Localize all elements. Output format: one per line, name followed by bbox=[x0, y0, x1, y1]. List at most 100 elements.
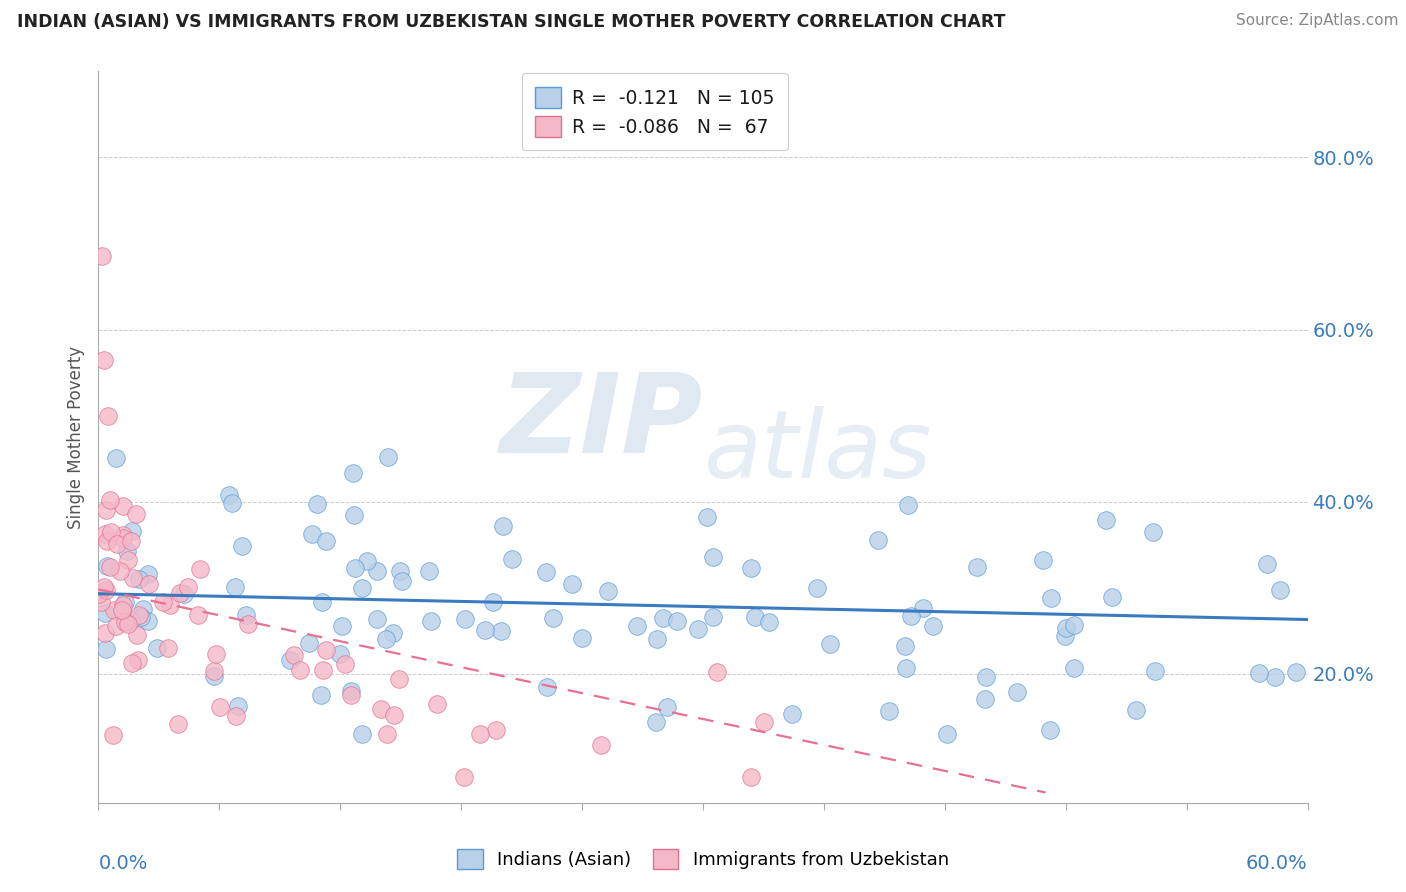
Point bbox=[366, 612, 388, 626]
Point bbox=[1249, 666, 1271, 681]
Point bbox=[333, 657, 356, 671]
Point bbox=[1125, 703, 1147, 717]
Point bbox=[117, 617, 139, 632]
Point bbox=[136, 567, 159, 582]
Point bbox=[492, 519, 515, 533]
Point bbox=[966, 559, 988, 574]
Point bbox=[740, 561, 762, 575]
Point bbox=[208, 700, 231, 714]
Point bbox=[1054, 622, 1077, 636]
Text: INDIAN (ASIAN) VS IMMIGRANTS FROM UZBEKISTAN SINGLE MOTHER POVERTY CORRELATION C: INDIAN (ASIAN) VS IMMIGRANTS FROM UZBEKI… bbox=[17, 13, 1005, 31]
Point bbox=[350, 727, 373, 741]
Point bbox=[225, 708, 247, 723]
Point bbox=[974, 670, 997, 684]
Point bbox=[598, 583, 620, 598]
Point bbox=[91, 249, 114, 263]
Point bbox=[485, 723, 508, 738]
Point bbox=[94, 503, 117, 517]
Point bbox=[231, 539, 253, 553]
Point bbox=[534, 566, 557, 580]
Point bbox=[117, 544, 139, 558]
Point bbox=[696, 509, 718, 524]
Point bbox=[173, 586, 195, 600]
Point bbox=[125, 508, 148, 522]
Point bbox=[754, 714, 776, 729]
Legend: Indians (Asian), Immigrants from Uzbekistan: Indians (Asian), Immigrants from Uzbekis… bbox=[449, 839, 957, 879]
Point bbox=[127, 652, 149, 666]
Point bbox=[94, 583, 117, 598]
Point bbox=[818, 637, 841, 651]
Point bbox=[93, 581, 115, 595]
Point bbox=[571, 632, 593, 646]
Text: 60.0%: 60.0% bbox=[1246, 854, 1308, 873]
Point bbox=[1032, 552, 1054, 566]
Point bbox=[974, 691, 997, 706]
Point bbox=[375, 727, 398, 741]
Point bbox=[1270, 583, 1292, 598]
Point bbox=[301, 527, 323, 541]
Point bbox=[329, 647, 352, 661]
Point bbox=[114, 595, 136, 609]
Point bbox=[103, 603, 125, 617]
Point bbox=[138, 576, 160, 591]
Point bbox=[94, 606, 117, 620]
Point bbox=[111, 527, 134, 541]
Point bbox=[1007, 685, 1029, 699]
Point bbox=[666, 615, 689, 629]
Point bbox=[382, 708, 405, 723]
Point bbox=[221, 496, 243, 510]
Point bbox=[758, 615, 780, 629]
Point bbox=[298, 636, 321, 650]
Point bbox=[98, 493, 121, 508]
Point bbox=[94, 642, 117, 657]
Point bbox=[1053, 629, 1076, 643]
Point bbox=[389, 564, 412, 578]
Point bbox=[128, 607, 150, 622]
Point bbox=[108, 564, 131, 578]
Text: atlas: atlas bbox=[703, 406, 931, 497]
Point bbox=[1094, 513, 1116, 527]
Point bbox=[100, 524, 122, 539]
Point bbox=[1285, 665, 1308, 679]
Point bbox=[90, 594, 112, 608]
Point bbox=[218, 488, 240, 502]
Point bbox=[93, 526, 115, 541]
Point bbox=[89, 587, 111, 601]
Point bbox=[202, 664, 225, 678]
Point bbox=[806, 582, 828, 596]
Point bbox=[202, 669, 225, 683]
Legend: R =  -0.121   N = 105, R =  -0.086   N =  67: R = -0.121 N = 105, R = -0.086 N = 67 bbox=[522, 73, 787, 151]
Point bbox=[235, 608, 257, 623]
Point bbox=[702, 549, 724, 564]
Point bbox=[501, 552, 523, 566]
Point bbox=[152, 594, 174, 608]
Point bbox=[877, 704, 900, 718]
Point bbox=[706, 665, 728, 680]
Point bbox=[117, 553, 139, 567]
Point bbox=[702, 609, 724, 624]
Point bbox=[226, 698, 249, 713]
Point bbox=[112, 500, 135, 514]
Point bbox=[897, 498, 920, 512]
Point bbox=[122, 571, 145, 585]
Point bbox=[105, 537, 128, 551]
Point bbox=[591, 738, 613, 752]
Point bbox=[868, 533, 890, 547]
Point bbox=[340, 688, 363, 702]
Point bbox=[132, 601, 155, 615]
Point bbox=[740, 770, 762, 784]
Point bbox=[315, 534, 337, 549]
Point bbox=[157, 641, 180, 656]
Point bbox=[120, 534, 142, 549]
Point bbox=[1144, 664, 1167, 678]
Point bbox=[307, 497, 329, 511]
Point bbox=[391, 574, 413, 589]
Point bbox=[474, 624, 496, 638]
Point bbox=[419, 614, 441, 628]
Point bbox=[896, 661, 918, 675]
Point bbox=[159, 598, 181, 612]
Point bbox=[93, 625, 115, 640]
Point bbox=[290, 664, 312, 678]
Text: Source: ZipAtlas.com: Source: ZipAtlas.com bbox=[1236, 13, 1399, 29]
Point bbox=[626, 619, 648, 633]
